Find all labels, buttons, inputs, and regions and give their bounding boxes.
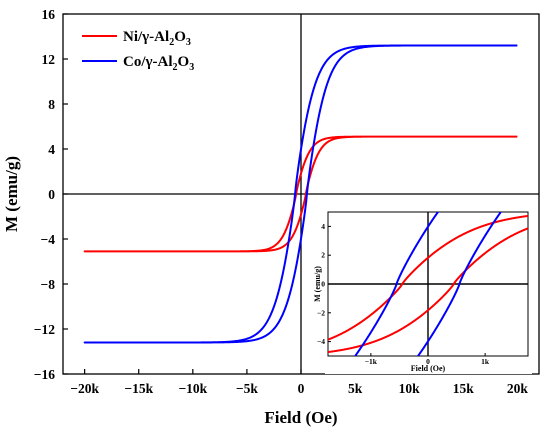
inset-series-line-co [353, 212, 503, 356]
inset-y-axis-title: M (emu/g) [313, 266, 322, 302]
main-axes [63, 14, 539, 374]
legend-label-ni: Ni/γ-Al2O3 [123, 29, 191, 48]
inset-series [328, 212, 528, 356]
inset-x-axis-title: Field (Oe) [411, 364, 446, 373]
y-tick-label: −16 [34, 367, 55, 382]
y-tick-label: 16 [42, 7, 56, 22]
x-tick-label: −20k [70, 381, 99, 396]
y-axis-title: M (emu/g) [2, 156, 21, 232]
x-tick-label: 15k [453, 381, 475, 396]
y-tick-label: 0 [48, 187, 55, 202]
inset-y-tick-label: 2 [321, 251, 325, 260]
y-tick-label: −4 [41, 232, 56, 247]
inset-chart: −1k 0 1k −4 −2 0 2 4 Field (Oe) M (emu/g) [313, 198, 532, 374]
legend-label-co: Co/γ-Al2O3 [123, 54, 194, 73]
inset-x-tick-label: 1k [481, 357, 490, 366]
inset-y-tick-label: −4 [317, 337, 325, 346]
y-tick-label: 12 [42, 52, 56, 67]
x-axis-title: Field (Oe) [264, 408, 337, 427]
x-tick-label: 0 [298, 381, 305, 396]
inset-y-tick-label: −2 [317, 308, 325, 317]
inset-y-tick-label: 0 [321, 280, 325, 289]
y-tick-label: −12 [34, 322, 55, 337]
series-line-co [83, 44, 518, 344]
x-tick-label: 20k [507, 381, 529, 396]
x-tick-label: −15k [124, 381, 153, 396]
x-tick-label: 10k [399, 381, 421, 396]
y-tick-label: 4 [48, 142, 55, 157]
x-tick-label: 5k [348, 381, 363, 396]
inset-x-tick-label: −1k [365, 357, 378, 366]
y-tick-label: 8 [48, 97, 55, 112]
inset-y-tick-label: 4 [321, 222, 325, 231]
inset-axes [328, 212, 528, 356]
legend: Ni/γ-Al2O3 Co/γ-Al2O3 [82, 29, 194, 73]
inset-ticks: −1k 0 1k −4 −2 0 2 4 [317, 222, 490, 366]
y-tick-label: −8 [41, 277, 56, 292]
inset-x-tick-label: 0 [426, 357, 430, 366]
series-line-ni [83, 135, 518, 253]
x-tick-label: −5k [236, 381, 258, 396]
main-series [83, 44, 518, 344]
x-tick-label: −10k [178, 381, 207, 396]
